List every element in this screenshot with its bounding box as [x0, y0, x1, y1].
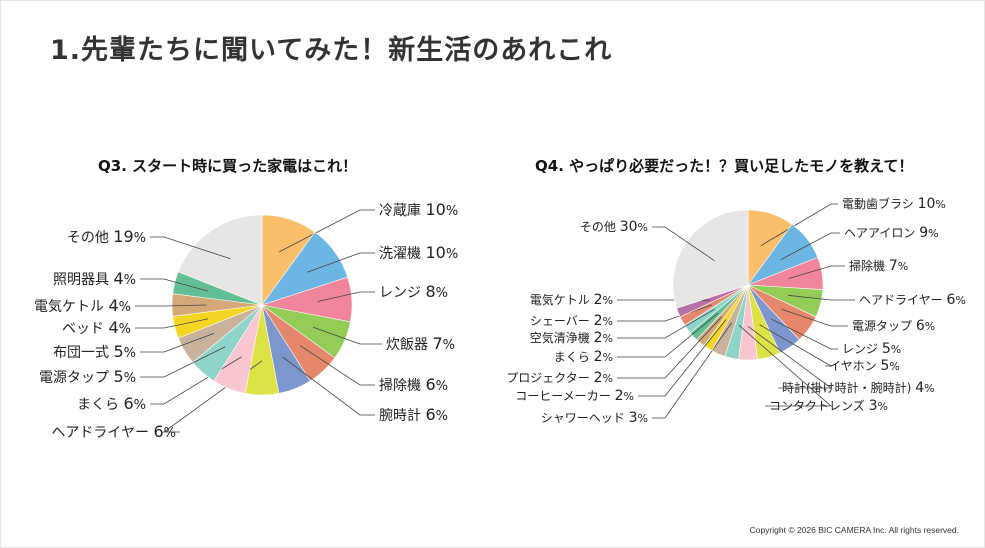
leader-line: [781, 308, 848, 327]
pie-chart-3: 冷蔵庫 10% 洗濯機 10% レンジ 8% 炊飯器 7% 掃除機 6% 腕時計 6% ヘア…: [34, 200, 458, 441]
data-label: 掃除機 7%: [849, 258, 908, 274]
leader-line: [313, 326, 382, 345]
leader-line: [617, 308, 715, 339]
data-label: イヤホン 5%: [829, 358, 900, 374]
leader-line: [279, 209, 375, 253]
data-label: 冷蔵庫 10%: [379, 200, 458, 219]
leader-line: [638, 319, 727, 397]
leader-line: [282, 356, 375, 416]
leader-line: [747, 325, 833, 389]
data-label: 電源タップ 5%: [39, 367, 136, 386]
copyright: Copyright © 2026 BIC CAMERA Inc. All rig…: [749, 525, 959, 535]
leader-line: [140, 278, 209, 292]
leader-line: [317, 291, 375, 302]
data-label: ヘアアイロン 9%: [844, 225, 939, 241]
data-label: 布団一式 5%: [53, 342, 136, 361]
data-label: 照明器具 4%: [53, 269, 136, 288]
leader-line: [140, 333, 215, 353]
leader-line: [299, 345, 375, 386]
leader-line: [787, 294, 855, 301]
leader-line: [652, 322, 732, 419]
data-label: 電源タップ 6%: [852, 318, 935, 334]
data-label: コーヒーメーカー 2%: [515, 388, 634, 404]
data-label: ベッド 4%: [62, 318, 131, 337]
leader-line: [652, 226, 715, 262]
leader-line: [788, 265, 845, 279]
data-label: 空気清浄機 2%: [530, 330, 613, 346]
data-label: ヘアドライヤー 6%: [51, 422, 176, 441]
data-label: 掃除機 6%: [379, 375, 448, 394]
data-label: プロジェクター 2%: [506, 370, 613, 386]
data-label: 電気ケトル 4%: [34, 296, 131, 315]
data-label: コンタクトレンズ 3%: [769, 398, 888, 414]
pie-chart-4: 電動歯ブラシ 10% ヘアアイロン 9% 掃除機 7% ヘアドライヤー 6% 電源タップ…: [506, 196, 966, 426]
data-label: 洗濯機 10%: [379, 243, 458, 262]
data-label: レンジ 8%: [379, 282, 448, 301]
leader-line: [617, 304, 713, 322]
data-label: その他 19%: [67, 227, 146, 246]
data-label: まくら 6%: [77, 394, 146, 413]
data-label: 腕時計 6%: [379, 405, 448, 424]
leader-line: [617, 316, 722, 379]
data-label: レンジ 5%: [842, 341, 901, 357]
leader-line: [759, 324, 833, 367]
data-label: 炊飯器 7%: [386, 334, 455, 353]
data-label: 電気ケトル 2%: [530, 292, 613, 308]
q3-chart-title: Q3. スタート時に買った家電はこれ！: [98, 157, 358, 175]
leader-line: [780, 232, 840, 261]
leader-line: [760, 203, 838, 247]
data-label: その他 30%: [580, 219, 648, 235]
leader-line: [140, 346, 226, 378]
leader-line: [150, 236, 231, 260]
page-title: 1.先輩たちに聞いてみた！新生活のあれこれ: [50, 35, 613, 66]
leader-line: [306, 252, 375, 273]
data-label: まくら 2%: [554, 349, 613, 365]
leader-line: [738, 324, 833, 407]
data-label: シャワーヘッド 3%: [541, 410, 648, 426]
leader-line: [771, 318, 838, 350]
leader-line: [135, 304, 207, 307]
pie-slice: [672, 209, 749, 309]
data-label: 電動歯ブラシ 10%: [842, 196, 946, 212]
data-label: シェーバー 2%: [530, 313, 613, 329]
data-label: ヘアドライヤー 6%: [859, 292, 966, 308]
data-label: 時計(掛け時計・腕時計) 4%: [782, 380, 935, 396]
pie-slice: [177, 214, 263, 306]
q4-chart-title: Q4. やっぱり必要だった！？買い足したモノを教えて！: [535, 157, 914, 175]
leader-line: [617, 312, 719, 358]
leader-line: [135, 318, 209, 329]
